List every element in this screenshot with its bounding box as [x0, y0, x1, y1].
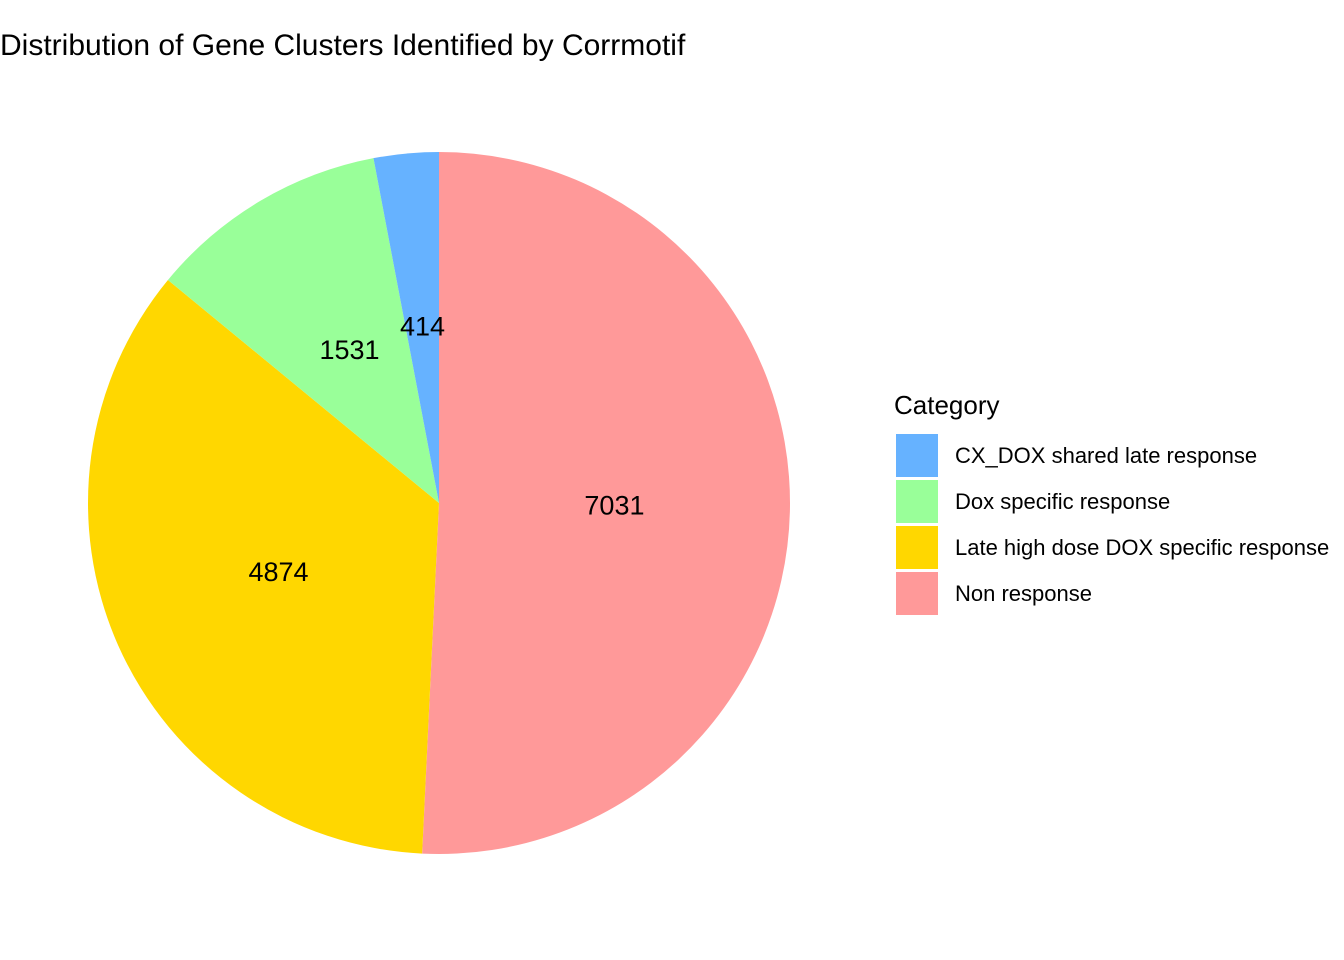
- data-label: 4874: [249, 557, 309, 587]
- legend-key: [896, 526, 938, 569]
- data-label: 414: [400, 311, 445, 341]
- legend-label: Dox specific response: [955, 489, 1170, 514]
- pie-slice: [422, 152, 791, 855]
- pie-slice: [373, 152, 439, 503]
- legend-label: Non response: [955, 581, 1092, 606]
- legend-key: [896, 572, 938, 615]
- legend-label: CX_DOX shared late response: [955, 443, 1257, 468]
- legend-title: Category: [894, 390, 1000, 420]
- pie-slice: [167, 158, 440, 504]
- legend-label: Late high dose DOX specific response: [955, 535, 1329, 560]
- chart-title: Distribution of Gene Clusters Identified…: [0, 29, 686, 62]
- legend-key: [896, 480, 938, 523]
- pie-slice: [87, 280, 439, 854]
- data-label: 1531: [319, 335, 379, 365]
- data-label: 7031: [584, 490, 644, 520]
- legend-key: [896, 434, 938, 477]
